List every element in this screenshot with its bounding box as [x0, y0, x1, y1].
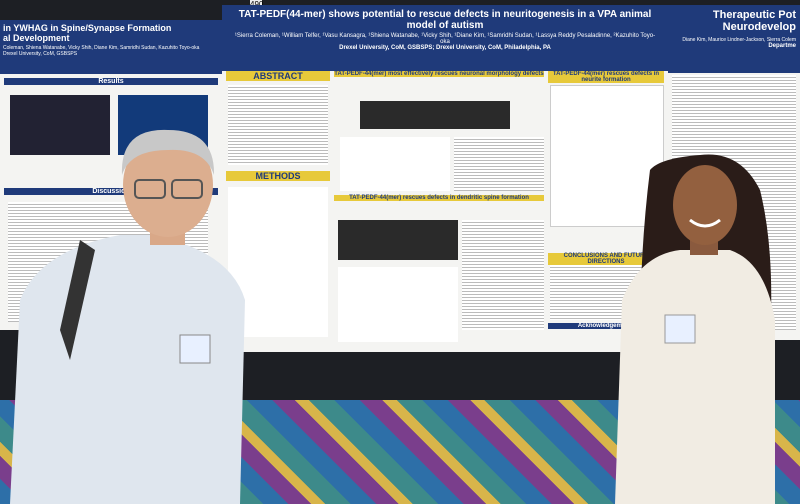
text-block	[228, 85, 328, 165]
title-line: in YWHAG in Spine/Synapse Formation	[3, 23, 172, 33]
shape	[121, 129, 215, 175]
affiliation: Drexel University, CoM, GSBSPS	[3, 51, 78, 57]
shape	[134, 179, 166, 199]
shape	[664, 314, 696, 344]
section-heading: Results	[4, 78, 218, 85]
right-header: Therapeutic Pot Neurodevelop Diane Kim, …	[668, 5, 800, 73]
authors: Diane Kim, Maurice Lindner-Jackson, Sier…	[682, 37, 796, 43]
section-heading: ABSTRACT	[226, 71, 330, 81]
title-line: al Development	[3, 33, 70, 43]
main-title: TAT-PEDF(44-mer) shows potential to resc…	[238, 9, 652, 31]
figure	[360, 101, 510, 129]
figure	[10, 95, 110, 155]
title-line: Neurodevelop	[722, 21, 796, 33]
text-block	[462, 220, 544, 330]
figure	[338, 220, 458, 260]
shape	[60, 240, 95, 360]
affiliation: Drexel University, CoM, GSBSPS; Drexel U…	[339, 45, 551, 51]
shape	[179, 334, 211, 364]
shape	[171, 179, 203, 199]
woman	[615, 154, 775, 504]
title-line: Therapeutic Pot	[712, 9, 796, 21]
shape	[615, 250, 775, 504]
department: Departme	[768, 43, 796, 49]
section-heading: TAT-PEDF-44(mer) rescues defects in neur…	[548, 71, 664, 83]
figure	[550, 85, 664, 227]
text-block	[454, 137, 544, 191]
section-heading: CONCLUSIONS AND FUTURE DIRECTIONS	[548, 253, 664, 265]
left-header: in YWHAG in Spine/Synapse Formation al D…	[0, 20, 222, 74]
section-heading: Acknowledgements	[548, 323, 664, 329]
authors: ¹Sierra Coleman, ¹William Telfer, ¹Vasu …	[234, 33, 656, 45]
section-heading: TAT-PEDF-44(mer) rescues defects in dend…	[334, 195, 544, 201]
figure	[338, 267, 458, 342]
section-heading: METHODS	[226, 171, 330, 181]
man	[10, 129, 245, 504]
shape	[10, 235, 245, 504]
shape	[689, 218, 721, 228]
authors: Coleman, Shiena Watanabe, Vicky Shih, Di…	[3, 45, 200, 51]
section-heading: Discussion	[4, 188, 218, 195]
shape	[673, 165, 737, 245]
section-heading: TAT-PEDF-44(mer) most effectively rescue…	[334, 71, 544, 77]
figure	[340, 137, 450, 191]
main-poster: TAT-PEDF(44-mer) shows potential to resc…	[222, 5, 668, 352]
main-header: TAT-PEDF(44-mer) shows potential to resc…	[222, 5, 668, 71]
shape	[123, 133, 213, 237]
